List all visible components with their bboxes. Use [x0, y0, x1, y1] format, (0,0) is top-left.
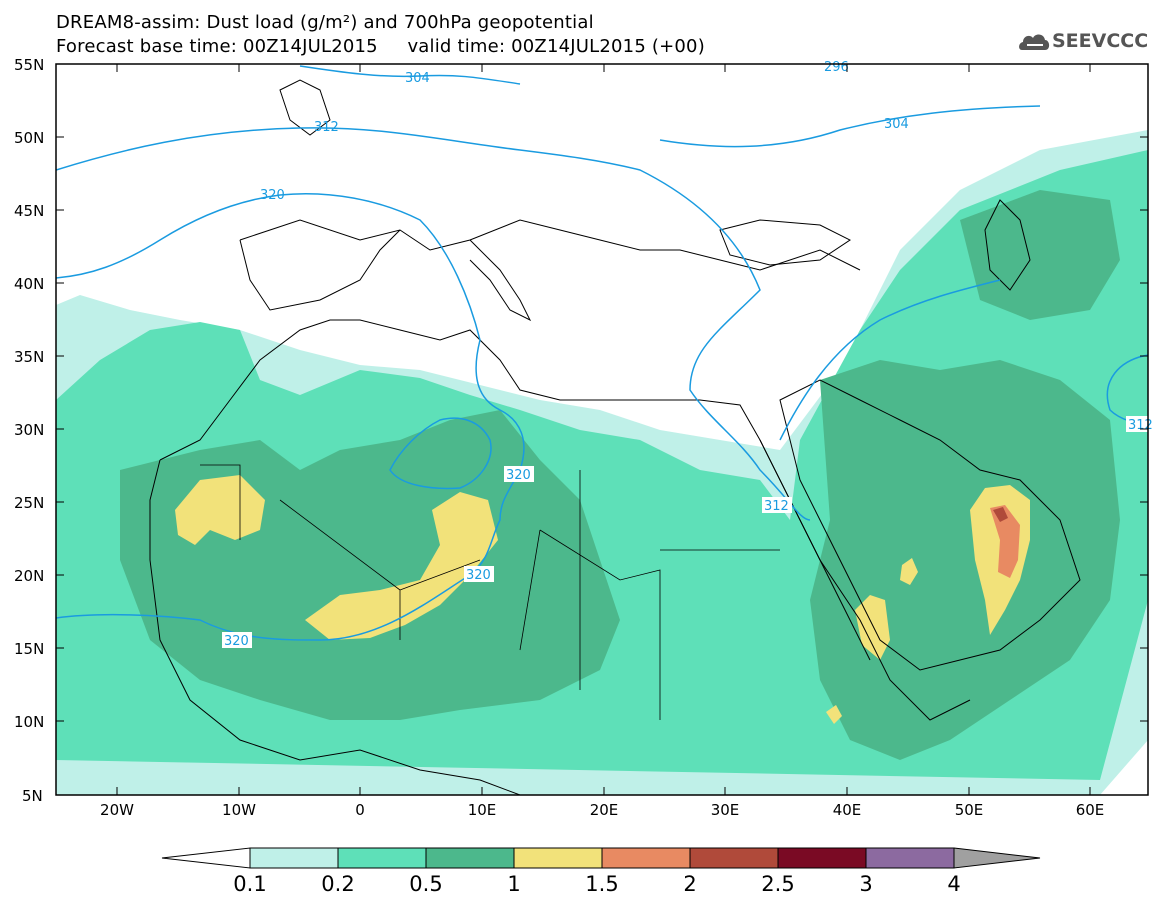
- dust-level-0.5-region-ne: [960, 190, 1120, 320]
- lon-label: 40E: [833, 801, 862, 819]
- contour-label: 312: [1128, 418, 1153, 433]
- colorbar-label: 2.5: [761, 872, 794, 896]
- colorbar-segment: [689, 847, 779, 869]
- contour-label: 320: [466, 568, 491, 583]
- colorbar-label: 0.1: [233, 872, 266, 896]
- coastline-west-africa-south: [149, 459, 521, 795]
- lat-label: 50N: [14, 129, 44, 147]
- dust-level-1-patch: [175, 475, 265, 545]
- lat-label: 30N: [14, 421, 44, 439]
- lat-label: 20N: [14, 567, 44, 585]
- lon-label: 60E: [1076, 801, 1105, 819]
- longitude-labels: 20W 10W 0 10E 20E 30E 40E 50E 60E: [100, 801, 1104, 819]
- contour-label: 320: [506, 468, 531, 483]
- colorbar-labels: 0.1 0.2 0.5 1 1.5 2 2.5 3 4: [233, 872, 960, 896]
- latitude-labels: 55N 50N 45N 40N 35N 30N 25N 20N 15N 10N …: [14, 56, 44, 805]
- contour-label: 312: [764, 499, 789, 514]
- coastlines: [149, 79, 1081, 795]
- colorbar-label: 1: [507, 872, 520, 896]
- dust-level-1.5-core: [990, 505, 1020, 578]
- lon-label: 50E: [955, 801, 984, 819]
- colorbar-label: 2: [683, 872, 696, 896]
- axis-ticks: [56, 63, 1148, 796]
- contour-304-east-line: [659, 105, 1041, 148]
- lon-label: 20W: [100, 801, 134, 819]
- lat-label: 40N: [14, 275, 44, 293]
- lon-label: 20E: [590, 801, 619, 819]
- contour-label: 320: [224, 634, 249, 649]
- coastline-red-sea: [759, 439, 871, 661]
- colorbar-segment: [249, 847, 339, 869]
- colorbar-label: 3: [859, 872, 872, 896]
- coastline-italy: [469, 239, 532, 322]
- colorbar-label: 0.5: [409, 872, 442, 896]
- lat-label: 35N: [14, 348, 44, 366]
- colorbar-segment: [161, 847, 251, 869]
- dust-level-1-patch: [900, 558, 918, 585]
- contour-label: 304: [884, 117, 909, 132]
- lat-label: 55N: [14, 56, 44, 74]
- chart-subtitle: Forecast base time: 00Z14JUL2015 valid t…: [56, 36, 705, 57]
- contour-304-line: [299, 65, 521, 85]
- contour-312-line: [56, 127, 811, 521]
- dust-level-1-patch: [305, 492, 498, 640]
- colorbar: [161, 847, 1041, 869]
- contour-320-loop: [389, 417, 492, 490]
- contour-label: 304: [405, 71, 430, 86]
- dust-level-1-patch: [855, 595, 890, 660]
- colorbar-segment: [513, 847, 603, 869]
- logo-text: SEEVCCC: [1052, 30, 1149, 52]
- colorbar-segment: [601, 847, 691, 869]
- geopotential-contours: [56, 65, 1148, 641]
- dust-shading: [56, 130, 1148, 795]
- colorbar-segment: [337, 847, 427, 869]
- lon-label: 10W: [222, 801, 256, 819]
- contour-label: 312: [314, 120, 339, 135]
- coastline-arabia: [779, 379, 1081, 671]
- lat-label: 10N: [14, 713, 44, 731]
- chart-title: DREAM8-assim: Dust load (g/m²) and 700hP…: [56, 12, 594, 33]
- coastline-iberia: [239, 229, 401, 311]
- colorbar-label: 1.5: [585, 872, 618, 896]
- coastline-europe: [239, 219, 861, 271]
- colorbar-label: 0.2: [321, 872, 354, 896]
- coastline-west-africa: [159, 319, 971, 721]
- lat-label: 5N: [22, 787, 43, 805]
- cloud-icon: [1019, 34, 1050, 50]
- dust-level-0.5-region-east: [810, 360, 1120, 760]
- coastline-britain: [279, 79, 331, 136]
- lat-label: 15N: [14, 640, 44, 658]
- colorbar-segment: [953, 847, 1041, 869]
- dust-level-2-core: [993, 507, 1008, 522]
- colorbar-segment: [777, 847, 867, 869]
- colorbar-segment: [865, 847, 955, 869]
- lat-label: 25N: [14, 494, 44, 512]
- border-lines: [200, 464, 780, 720]
- contour-label: 296: [824, 60, 849, 75]
- lon-label: 0: [355, 801, 365, 819]
- lon-label: 30E: [711, 801, 740, 819]
- colorbar-label: 4: [947, 872, 960, 896]
- coastline-caspian: [984, 199, 1031, 291]
- contour-label: 320: [260, 188, 285, 203]
- coastline-black-sea: [719, 219, 851, 266]
- colorbar-segment: [425, 847, 515, 869]
- lon-label: 10E: [468, 801, 497, 819]
- dust-level-1-patch: [826, 705, 842, 724]
- lat-label: 45N: [14, 202, 44, 220]
- contour-320-line: [56, 192, 525, 641]
